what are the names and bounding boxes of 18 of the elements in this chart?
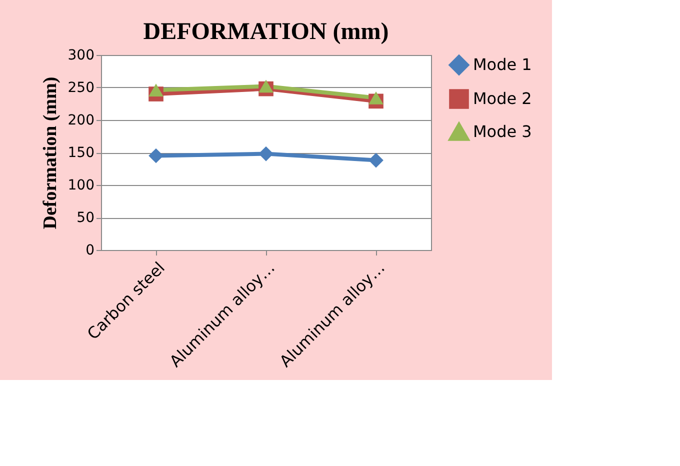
point	[258, 80, 274, 93]
y-tick-label: 100	[68, 178, 94, 194]
chart-title: DEFORMATION (mm)	[143, 19, 389, 45]
legend-label: Mode 3	[473, 122, 532, 141]
legend-label: Mode 2	[473, 89, 532, 108]
point	[368, 152, 384, 168]
y-tick-label: 200	[68, 112, 94, 128]
y-tick-label: 150	[68, 145, 94, 161]
y-tick-label: 0	[86, 242, 94, 258]
point	[258, 146, 274, 162]
point	[148, 148, 164, 164]
legend-label: Mode 1	[473, 55, 532, 74]
y-axis-title: Deformation (mm)	[40, 76, 61, 230]
point	[368, 91, 384, 104]
y-tick-label: 50	[76, 210, 94, 226]
point	[148, 84, 164, 97]
y-tick-label: 250	[68, 80, 94, 96]
y-tick-label: 300	[68, 48, 94, 64]
